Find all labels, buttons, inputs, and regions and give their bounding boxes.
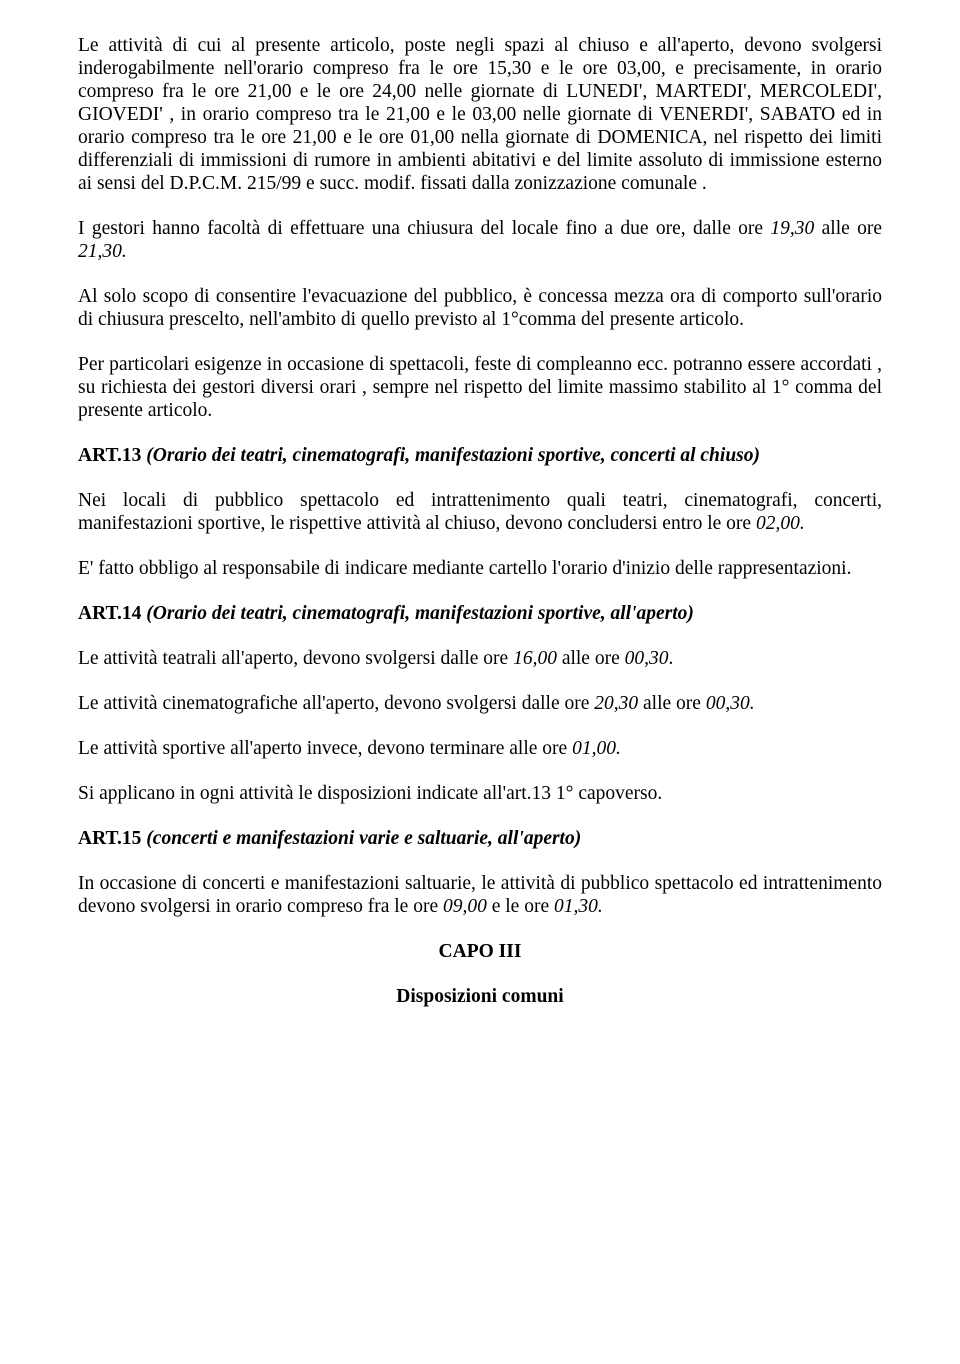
time-value: 21,30. (78, 241, 127, 262)
time-value: 20,30 (594, 693, 638, 714)
time-value: 00,30. (706, 693, 755, 714)
article-13-heading: ART.13 (Orario dei teatri, cinematografi… (78, 444, 882, 467)
paragraph-art14-theatre: Le attività teatrali all'aperto, devono … (78, 647, 882, 670)
time-value: 01,30. (554, 896, 603, 917)
disposizioni-heading: Disposizioni comuni (78, 985, 882, 1008)
time-value: 02,00. (756, 513, 805, 534)
article-title: (Orario dei teatri, cinematografi, manif… (146, 445, 760, 466)
time-value: 16,00 (513, 648, 557, 669)
article-15-heading: ART.15 (concerti e manifestazioni varie … (78, 827, 882, 850)
article-14-heading: ART.14 (Orario dei teatri, cinematografi… (78, 602, 882, 625)
text: Le attività sportive all'aperto invece, … (78, 738, 572, 759)
article-title: (concerti e manifestazioni varie e saltu… (146, 828, 581, 849)
time-value: 01,00. (572, 738, 621, 759)
paragraph-art15-body: In occasione di concerti e manifestazion… (78, 872, 882, 918)
time-value: 09,00 (443, 896, 487, 917)
text: . (668, 648, 673, 669)
time-value: 19,30 (770, 218, 814, 239)
paragraph-special-needs: Per particolari esigenze in occasione di… (78, 353, 882, 422)
article-number: ART.15 (78, 828, 146, 849)
paragraph-art14-apply: Si applicano in ogni attività le disposi… (78, 782, 882, 805)
time-value: 00,30 (625, 648, 669, 669)
paragraph-art14-sport: Le attività sportive all'aperto invece, … (78, 737, 882, 760)
text: alle ore (814, 218, 882, 239)
text: e le ore (487, 896, 554, 917)
paragraph-art14-cinema: Le attività cinematografiche all'aperto,… (78, 692, 882, 715)
text: alle ore (557, 648, 625, 669)
paragraph-art13-body2: E' fatto obbligo al responsabile di indi… (78, 557, 882, 580)
text: Le attività cinematografiche all'aperto,… (78, 693, 594, 714)
text: I gestori hanno facoltà di effettuare un… (78, 218, 770, 239)
article-number: ART.14 (78, 603, 146, 624)
paragraph-closure-option: I gestori hanno facoltà di effettuare un… (78, 217, 882, 263)
article-number: ART.13 (78, 445, 146, 466)
article-title: (Orario dei teatri, cinematografi, manif… (146, 603, 694, 624)
paragraph-hours-main: Le attività di cui al presente articolo,… (78, 34, 882, 195)
text: alle ore (638, 693, 706, 714)
paragraph-evacuation: Al solo scopo di consentire l'evacuazion… (78, 285, 882, 331)
paragraph-art13-body1: Nei locali di pubblico spettacolo ed int… (78, 489, 882, 535)
capo-heading: CAPO III (78, 940, 882, 963)
text: Le attività teatrali all'aperto, devono … (78, 648, 513, 669)
